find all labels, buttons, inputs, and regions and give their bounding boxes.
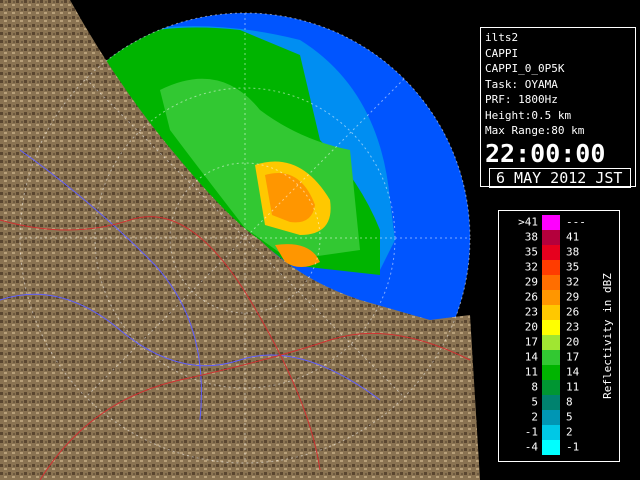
legend-swatch: [542, 440, 560, 455]
legend-swatch: [542, 275, 560, 290]
legend-low: 17: [525, 336, 538, 349]
info-line: Max Range:80 km: [485, 124, 585, 137]
info-line: CAPPI: [485, 46, 519, 60]
legend-high: 35: [566, 261, 579, 274]
legend-swatch: [542, 395, 560, 410]
legend-title: Reflectivity in dBZ: [601, 273, 614, 399]
legend: Reflectivity in dBZ >41 --- 38 41 35 38 32 35 29…: [498, 210, 620, 462]
legend-high: ---: [566, 216, 586, 229]
legend-swatch: [542, 230, 560, 245]
legend-low: 32: [525, 261, 538, 274]
legend-swatch: [542, 290, 560, 305]
info-panel: ilts2 CAPPI CAPPI_0_0P5K Task: OYAMA PRF: 18…: [480, 27, 636, 188]
date: 6 MAY 2012 JST: [489, 167, 631, 188]
radar-map: [0, 0, 480, 480]
legend-low: >41: [518, 216, 538, 229]
legend-low: 23: [525, 306, 538, 319]
legend-high: -1: [566, 441, 579, 454]
info-line: Height:0.5 km: [485, 108, 572, 122]
legend-swatch: [542, 305, 560, 320]
legend-high: 32: [566, 276, 579, 289]
legend-high: 8: [566, 396, 573, 409]
info-line: ilts2: [485, 31, 519, 44]
legend-low: 29: [525, 276, 538, 289]
time: 22:00:00: [485, 138, 606, 168]
legend-low: 8: [531, 381, 538, 394]
legend-swatch: [542, 410, 560, 425]
legend-high: 38: [566, 246, 579, 259]
info-line: CAPPI_0_0P5K: [485, 62, 565, 75]
legend-swatch: [542, 260, 560, 275]
legend-low: 5: [531, 396, 538, 409]
legend-swatch: [542, 365, 560, 380]
land: [0, 0, 480, 480]
rivers-borders: [0, 149, 471, 480]
legend-swatch: [542, 320, 560, 335]
legend-swatch: [542, 335, 560, 350]
legend-low: -4: [525, 441, 539, 454]
legend-low: 38: [525, 231, 538, 244]
legend-high: 20: [566, 336, 579, 349]
legend-high: 11: [566, 381, 579, 394]
legend-swatch: [542, 425, 560, 440]
legend-high: 14: [566, 366, 580, 379]
legend-high: 5: [566, 411, 573, 424]
legend-low: 11: [525, 366, 538, 379]
legend-low: 20: [525, 321, 538, 334]
legend-high: 23: [566, 321, 579, 334]
legend-high: 41: [566, 231, 579, 244]
legend-low: 35: [525, 246, 538, 259]
legend-swatch: [542, 380, 560, 395]
legend-swatch: [542, 245, 560, 260]
legend-swatch: [542, 350, 560, 365]
info-line: PRF: 1800Hz: [485, 93, 558, 106]
legend-high: 29: [566, 291, 579, 304]
info-line: Task: OYAMA: [485, 77, 558, 91]
legend-high: 2: [566, 426, 573, 439]
legend-low: 14: [525, 351, 539, 364]
legend-swatch: [542, 215, 560, 230]
legend-low: -1: [525, 426, 538, 439]
legend-low: 2: [531, 411, 538, 424]
legend-low: 26: [525, 291, 538, 304]
legend-high: 17: [566, 351, 579, 364]
range-rings: [19, 12, 471, 464]
legend-high: 26: [566, 306, 579, 319]
